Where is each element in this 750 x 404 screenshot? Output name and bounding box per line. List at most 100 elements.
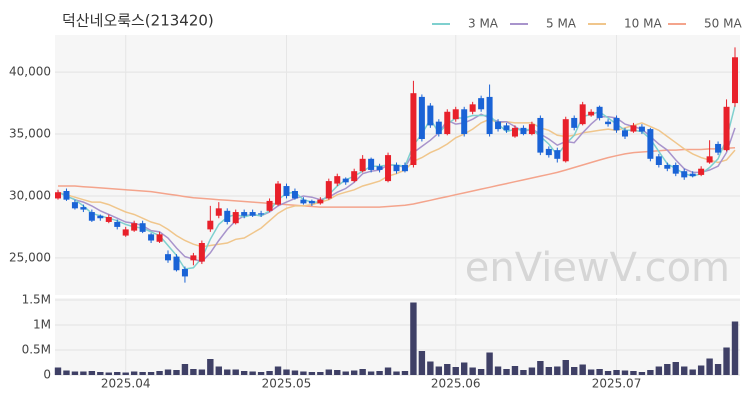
candle-body <box>385 155 392 182</box>
candle-body <box>63 191 70 200</box>
volume-bar <box>655 366 663 375</box>
volume-bar <box>571 367 578 375</box>
y-tick-label: 35,000 <box>9 127 51 141</box>
volume-bar <box>621 370 629 375</box>
volume-bar <box>88 371 96 375</box>
candle-body <box>723 106 730 151</box>
candle-body <box>596 106 603 118</box>
candle-body <box>495 121 502 130</box>
volume-bar <box>579 364 586 375</box>
volume-bar <box>435 366 443 375</box>
volume-bar <box>681 366 688 375</box>
legend-label: 10 MA <box>624 17 662 31</box>
volume-bar <box>249 371 256 375</box>
candle-body <box>630 125 637 132</box>
volume-bar <box>207 359 214 375</box>
candle-body <box>418 96 425 139</box>
y-tick-label: 1M <box>33 318 51 332</box>
ma-line <box>58 146 736 208</box>
volume-bar <box>647 370 654 375</box>
candle-body <box>181 269 188 277</box>
volume-bar <box>147 372 155 375</box>
volume-bar <box>215 366 222 375</box>
candle-body <box>224 210 231 222</box>
y-tick-label: 30,000 <box>9 188 51 202</box>
volume-bar <box>638 372 646 375</box>
candle-body <box>647 129 654 159</box>
candle-body <box>215 208 222 216</box>
volume-bar <box>613 370 620 375</box>
volume-bar <box>80 371 87 375</box>
candle-body <box>715 143 722 153</box>
volume-bar <box>54 367 62 375</box>
volume-bar <box>461 362 468 375</box>
candle-body <box>461 109 468 135</box>
candle-body <box>621 130 628 137</box>
candle-body <box>511 127 518 137</box>
volume-bar <box>232 369 239 375</box>
volume-bar <box>97 372 104 375</box>
candle-body <box>317 199 324 204</box>
y-tick-label: 0.5M <box>22 343 51 357</box>
volume-bar <box>596 369 603 375</box>
volume-bar <box>291 370 299 375</box>
candle-body <box>291 191 298 199</box>
volume-bar <box>410 302 417 375</box>
volume-bar <box>469 367 476 375</box>
volume-bar <box>181 364 189 375</box>
candle-body <box>588 111 595 116</box>
volume-bar <box>486 352 493 375</box>
volume-bar <box>477 369 485 375</box>
volume-panel <box>55 298 740 375</box>
y-tick-label: 0 <box>43 368 51 382</box>
candle-body <box>672 165 679 174</box>
volume-bar <box>173 370 180 375</box>
candle-body <box>232 212 239 224</box>
candle-body <box>689 173 696 177</box>
candle-body <box>452 109 459 120</box>
candle-body <box>275 183 282 205</box>
volume-bar <box>511 366 519 375</box>
candle-body <box>249 212 256 216</box>
candle-body <box>444 111 451 135</box>
volume-bar <box>308 372 316 375</box>
candle-body <box>258 213 265 215</box>
volume-bar <box>63 370 70 375</box>
candle-body <box>198 243 205 262</box>
volume-bar <box>359 369 366 375</box>
volume-bar <box>325 369 332 375</box>
candle-body <box>732 57 738 104</box>
volume-bar <box>198 369 206 375</box>
volume-bar <box>706 358 713 375</box>
candle-body <box>562 119 569 162</box>
x-tick-label: 2025.06 <box>431 377 481 391</box>
candle-body <box>207 220 214 230</box>
candle-body <box>165 254 172 261</box>
volume-bar <box>537 361 544 375</box>
candle-body <box>105 217 112 222</box>
legend-label: 50 MA <box>704 17 742 31</box>
candle-body <box>605 121 612 125</box>
candle-body <box>469 104 476 112</box>
candle-body <box>173 256 180 271</box>
volume-bar <box>156 371 163 375</box>
volume-bar <box>376 371 383 375</box>
candle-body <box>308 200 315 204</box>
candle-body <box>486 96 493 135</box>
candle-body <box>579 104 586 125</box>
candle-body <box>681 171 688 178</box>
candle-body <box>393 165 400 172</box>
candle-body <box>156 234 163 242</box>
y-tick-label: 40,000 <box>9 65 51 79</box>
x-tick-label: 2025.07 <box>592 377 642 391</box>
volume-bar <box>562 360 569 375</box>
volume-bar <box>689 369 696 375</box>
candle-body <box>80 207 87 210</box>
volume-bar <box>520 370 527 375</box>
volume-bar <box>257 372 265 375</box>
volume-bar <box>401 371 409 375</box>
candle-body <box>520 127 527 135</box>
candle-body <box>148 234 155 241</box>
candle-body <box>613 117 620 131</box>
volume-bar <box>714 364 722 375</box>
